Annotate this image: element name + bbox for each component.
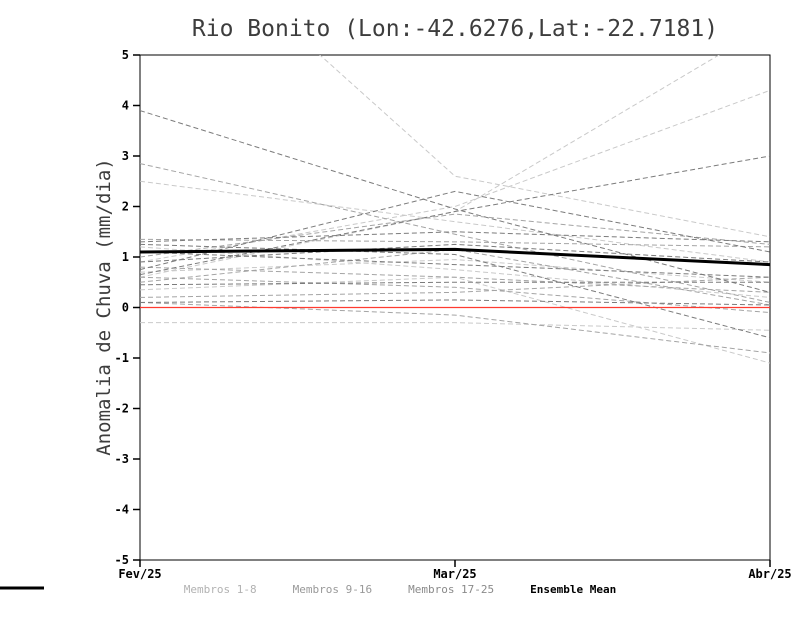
series-line <box>140 180 770 263</box>
series-line <box>140 322 770 331</box>
series-line <box>140 276 770 298</box>
y-tick-label: -1 <box>115 351 129 365</box>
series-line <box>140 266 770 293</box>
series-line <box>319 55 770 238</box>
legend-item: Membros 17-25 <box>0 583 495 596</box>
y-tick-label: -3 <box>115 452 129 466</box>
series-line <box>140 190 770 271</box>
series-line <box>140 238 770 248</box>
y-tick-label: 5 <box>122 48 129 62</box>
chart-title: Rio Bonito (Lon:-42.6276,Lat:-22.7181) <box>191 16 719 42</box>
legend-line-sample <box>0 586 44 590</box>
legend-item: Membros 1-8 <box>0 583 257 596</box>
series-line <box>140 89 770 263</box>
series-line <box>140 55 720 278</box>
series-line <box>140 213 770 258</box>
series-line <box>140 276 770 364</box>
series-line <box>140 281 770 286</box>
series-line <box>140 231 770 243</box>
series-line <box>140 276 770 314</box>
x-tick-label: Mar/25 <box>433 567 476 581</box>
y-tick-label: 0 <box>122 301 129 315</box>
y-tick-label: 2 <box>122 200 129 214</box>
x-tick-label: Abr/25 <box>748 567 791 581</box>
series-line <box>140 163 770 303</box>
series-line <box>140 110 770 293</box>
legend-label: Ensemble Mean <box>530 583 617 596</box>
y-tick-label: 3 <box>122 149 129 163</box>
series-line <box>140 246 770 298</box>
y-tick-label: -5 <box>115 553 129 567</box>
legend-label: Membros 9-16 <box>292 583 373 596</box>
series-line <box>140 301 770 354</box>
legend-label: Membros 17-25 <box>408 583 495 596</box>
series-line <box>140 155 770 276</box>
y-tick-label: -4 <box>115 503 129 517</box>
y-tick-label: 4 <box>122 99 129 113</box>
y-tick-label: 1 <box>122 250 129 264</box>
x-tick-label: Fev/25 <box>118 567 161 581</box>
y-tick-label: -2 <box>115 402 129 416</box>
series-line <box>140 299 770 306</box>
legend-item: Membros 9-16 <box>0 583 373 596</box>
legend: Membros 1-8 Membros 9-16 Membros 17-25 Ense… <box>0 583 800 596</box>
legend-label: Membros 1-8 <box>183 583 257 596</box>
series-line <box>140 259 770 283</box>
series-line <box>140 243 770 339</box>
series-line <box>140 247 770 267</box>
series-line <box>140 243 770 263</box>
legend-item: Ensemble Mean <box>0 583 617 596</box>
